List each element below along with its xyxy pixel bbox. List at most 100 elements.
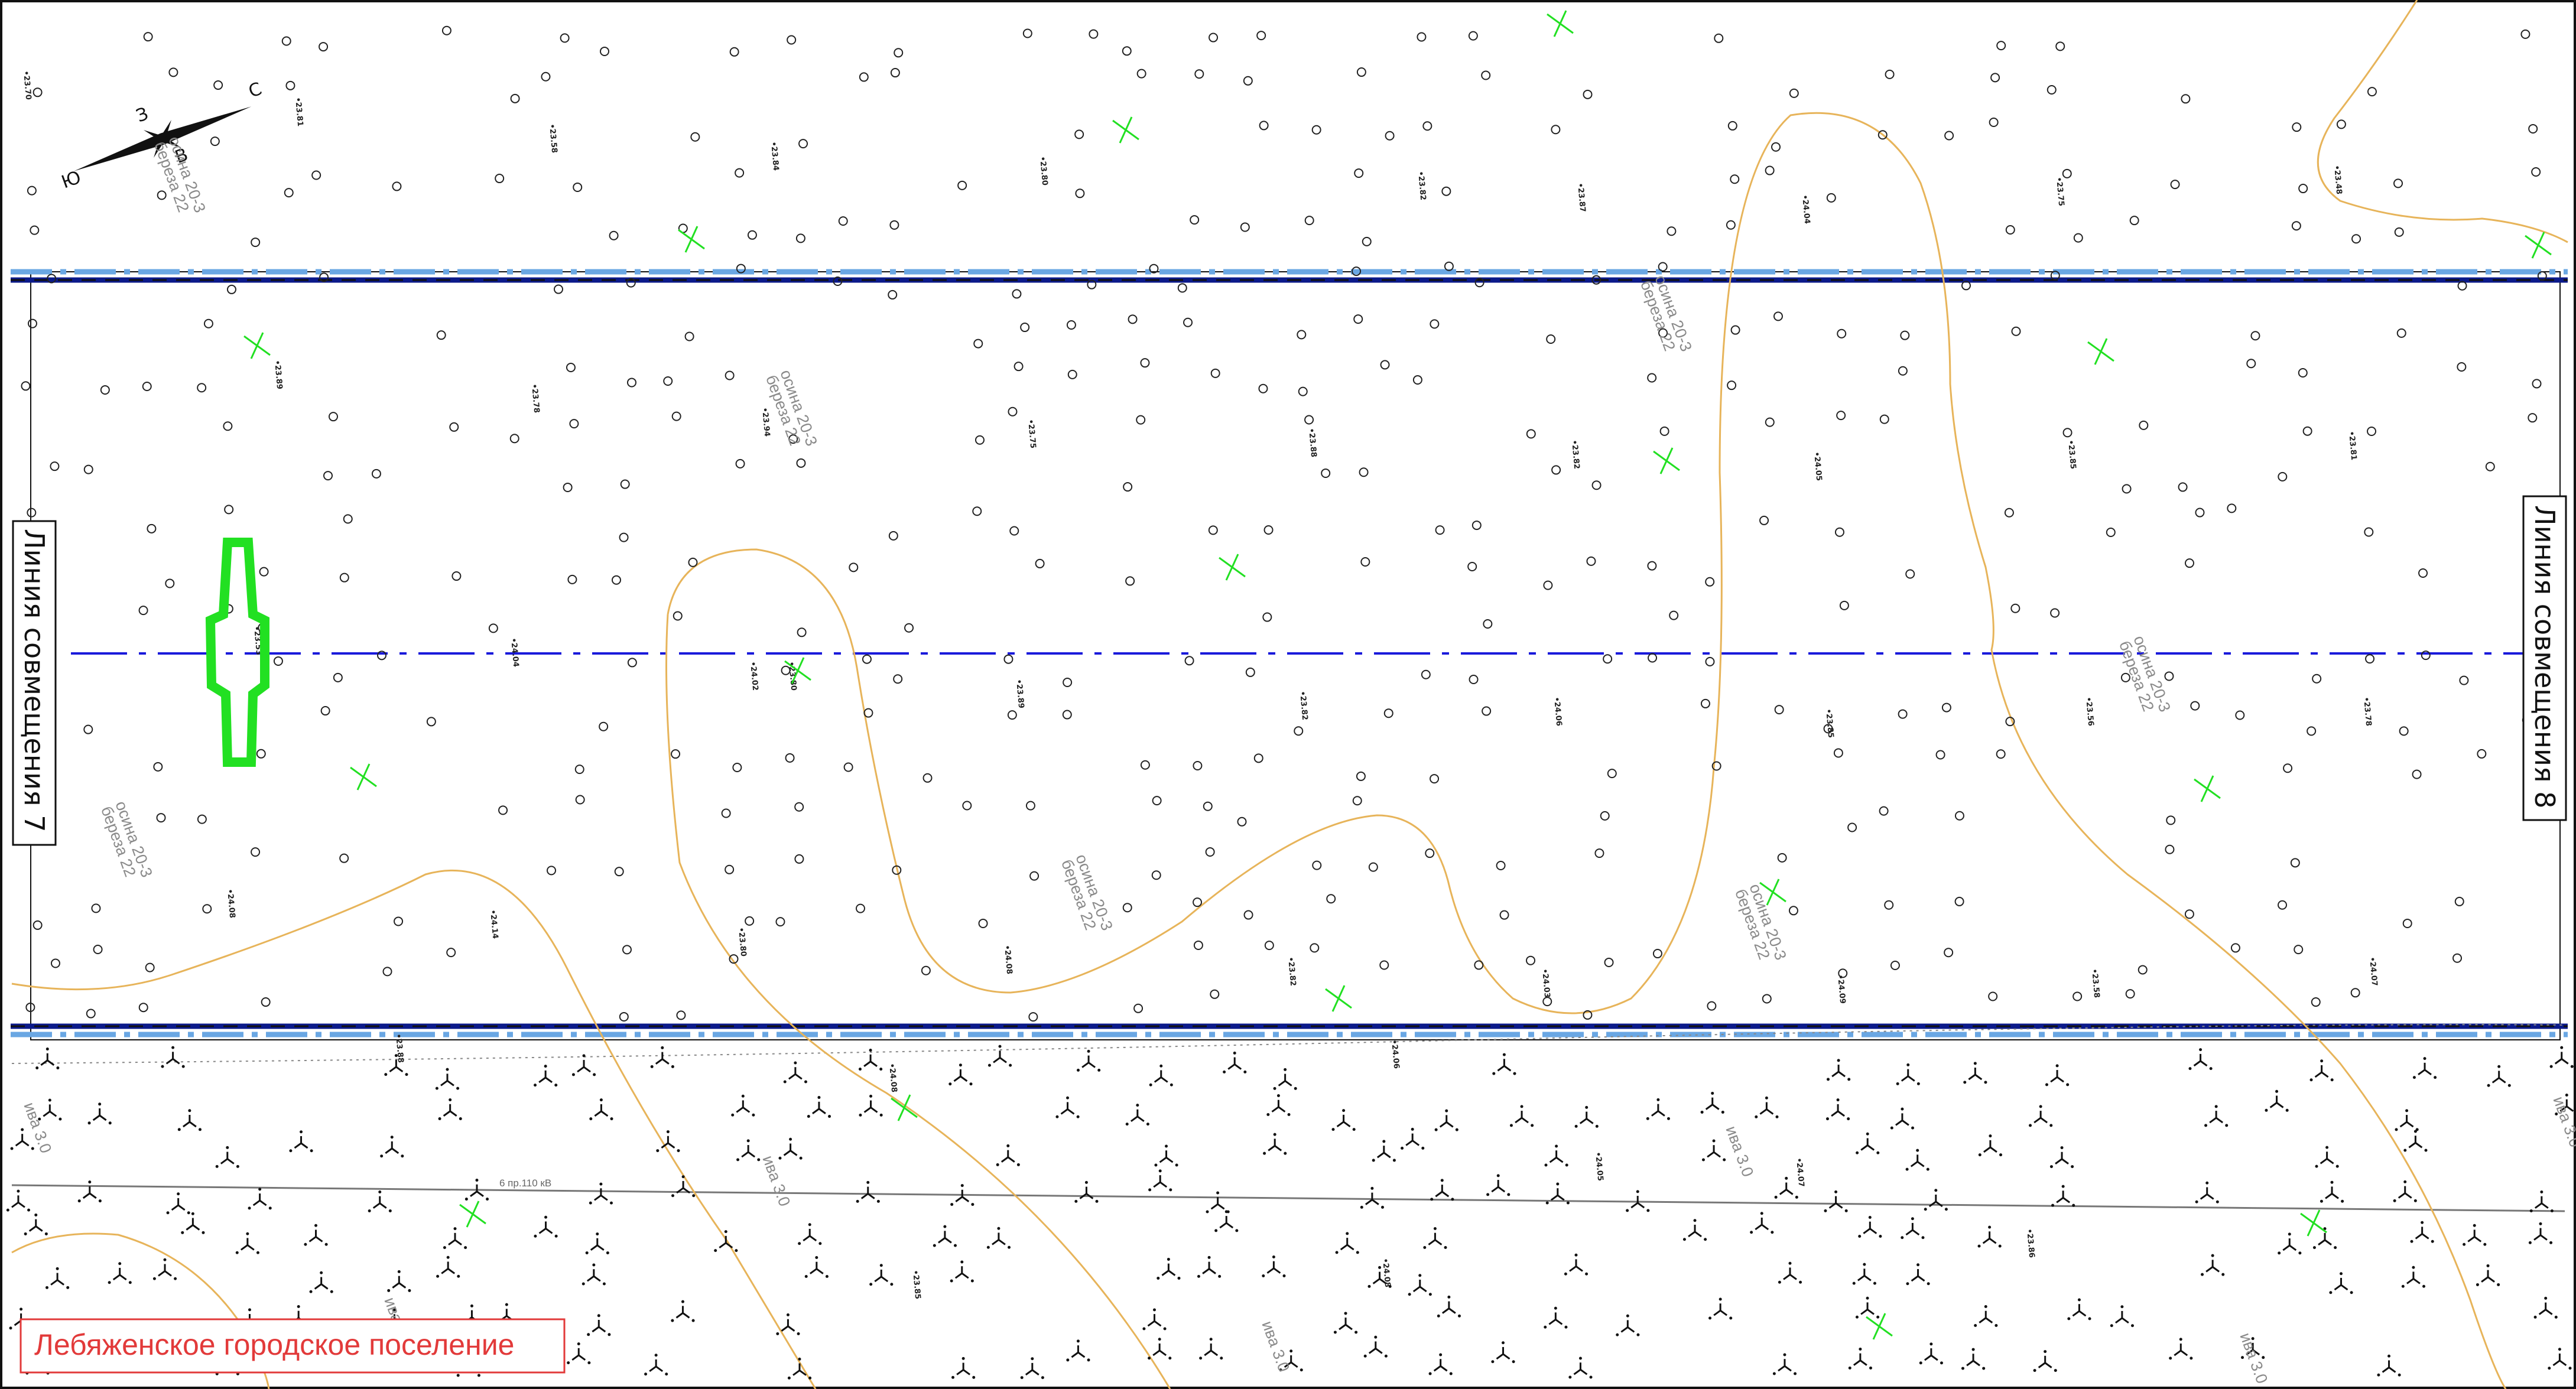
grass-circle: [1727, 380, 1737, 391]
shrub-symbol: [776, 1313, 800, 1336]
shrub-symbol: [45, 1267, 70, 1289]
shrub-symbol: [589, 1098, 613, 1121]
grass-circle: [541, 71, 551, 82]
grass-circle: [2367, 426, 2377, 436]
grass-circle: [2365, 654, 2375, 664]
shrub-symbol: [534, 1215, 558, 1238]
grass-circle: [2350, 988, 2360, 998]
grass-circle: [1730, 174, 1740, 184]
grass-circle: [794, 802, 804, 812]
grass-circle: [1321, 468, 1331, 478]
grass-circle: [1149, 264, 1159, 274]
elevation-mark: •23.86: [2025, 1228, 2036, 1258]
shrub-symbol: [304, 1224, 328, 1246]
grass-circle: [1591, 275, 1602, 285]
elevation-mark: •23.87: [1576, 183, 1587, 213]
grass-circle: [1847, 822, 1857, 832]
grass-circle: [569, 419, 579, 429]
grass-circle: [609, 230, 619, 240]
elevation-mark: •23.81: [293, 97, 304, 127]
grass-circle: [1311, 125, 1321, 135]
grass-circle: [1205, 847, 1215, 857]
grass-circle: [1123, 482, 1133, 492]
grass-circle: [33, 920, 43, 930]
grass-circle: [1542, 997, 1552, 1007]
grass-circle: [1136, 415, 1146, 425]
shrub-symbol: [2412, 1057, 2437, 1079]
grass-circle: [1944, 948, 1954, 958]
grass-circle: [797, 627, 807, 637]
grass-circle: [2125, 989, 2135, 999]
shrub-symbol: [1401, 1127, 1425, 1150]
grass-circle: [426, 717, 436, 727]
grass-circle: [2312, 674, 2322, 684]
shrub-symbol: [248, 1188, 272, 1210]
grass-circle: [1243, 910, 1253, 920]
shrub-symbol: [1924, 1189, 1948, 1211]
grass-circle: [273, 656, 283, 666]
grass-circle: [1839, 600, 1849, 610]
grass-circle: [732, 763, 742, 773]
shrub-symbol: [1199, 1338, 1223, 1360]
shrub-symbol: [152, 1258, 177, 1280]
shrub-symbol: [2169, 1338, 2193, 1360]
grass-circle: [1368, 862, 1378, 872]
grass-circle: [1594, 848, 1604, 858]
grass-circle: [1879, 414, 1889, 424]
grass-circle: [2164, 671, 2174, 681]
shrub-symbol: [181, 1212, 205, 1234]
grass-circle: [328, 412, 338, 422]
grass-circle: [1833, 748, 1843, 758]
grass-circle: [2165, 844, 2175, 854]
shrub-symbol: [787, 1357, 812, 1380]
shrub-symbol: [1333, 1312, 1358, 1334]
grass-circle: [1788, 906, 1798, 916]
grass-circle: [893, 674, 903, 684]
grass-circle: [1711, 761, 1721, 771]
shrub-symbol: [587, 1314, 611, 1336]
grass-circle: [1003, 654, 1013, 664]
grass-circle: [138, 606, 148, 616]
grass-circle: [1383, 708, 1393, 718]
grass-circle: [1063, 678, 1073, 688]
grass-circle: [1591, 480, 1602, 490]
grass-circle: [2452, 953, 2463, 963]
elevation-mark: •24.05: [1593, 1151, 1604, 1182]
grass-circle: [1762, 994, 1772, 1004]
grass-circle: [138, 1003, 148, 1013]
grass-circle: [30, 225, 40, 235]
shrub-symbol: [38, 1098, 62, 1121]
shrub-symbol: [948, 1063, 973, 1086]
shrub-symbol: [1486, 1174, 1510, 1196]
cross-marker: [1112, 116, 1139, 144]
grass-circle: [2292, 122, 2302, 132]
grass-circle: [281, 36, 291, 46]
shrub-symbol: [1434, 1109, 1458, 1131]
grass-circle: [83, 724, 93, 734]
elevation-mark: •23.89: [1014, 679, 1025, 709]
shrub-symbol: [1848, 1347, 1872, 1370]
shrub-symbol: [1978, 1134, 2003, 1157]
grass-circle: [904, 623, 914, 633]
shrub-symbol: [807, 1096, 831, 1118]
grass-circle: [1954, 896, 1964, 906]
shrub-symbol: [1545, 1182, 1570, 1205]
shrub-symbol: [2278, 1232, 2302, 1255]
grass-circle: [1885, 69, 1895, 79]
grass-circle: [859, 72, 869, 82]
grass-circle: [1259, 121, 1269, 131]
shrub-symbol: [2312, 1227, 2337, 1250]
cross-marker: [350, 763, 377, 791]
elevation-mark: •24.03: [1540, 968, 1551, 998]
elevation-mark: •23.58: [2090, 968, 2101, 998]
grass-circle: [1771, 142, 1781, 152]
grass-circle: [2485, 461, 2495, 471]
grass-circle: [145, 962, 155, 972]
shrub-symbol: [736, 1139, 761, 1162]
shrub-symbol: [996, 1144, 1020, 1166]
grass-circle: [849, 562, 859, 572]
grass-circle: [612, 575, 622, 585]
shrub-symbol: [2410, 1221, 2434, 1243]
grass-circle: [599, 721, 609, 731]
